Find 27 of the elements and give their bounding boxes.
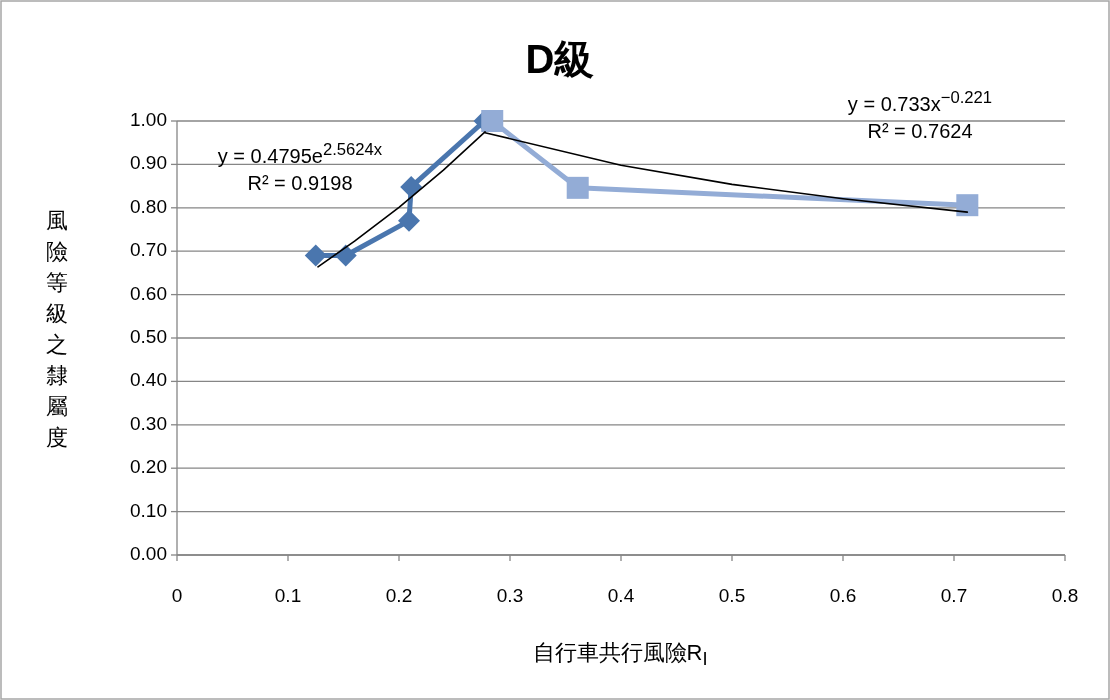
text: y = 0.733x$^{−0.221}$ bbox=[847, 88, 993, 116]
x-axis-title: 自行車共行風險R$_{I}$ bbox=[532, 639, 708, 671]
y-tick-label: 1.00 bbox=[130, 109, 167, 131]
annotation: y = 0.4795e$^{2.5624x}$ bbox=[217, 140, 383, 168]
x-tick-label: 0.7 bbox=[940, 585, 968, 607]
y-tick-label: 0.50 bbox=[130, 326, 167, 348]
chart-title: D級 bbox=[525, 36, 595, 83]
y-tick-label: 0.90 bbox=[130, 152, 167, 175]
y-tick-label: 0.70 bbox=[130, 239, 167, 262]
y-tick-label: 0.10 bbox=[130, 499, 167, 522]
annotation: R² = 0.7624 bbox=[867, 120, 973, 143]
y-tick-label: 0.80 bbox=[130, 195, 167, 218]
annotation: R² = 0.9198 bbox=[247, 172, 353, 195]
x-tick-label: 0.6 bbox=[829, 585, 857, 607]
y-tick-label: 0.20 bbox=[130, 456, 167, 479]
x-tick-label: 0.8 bbox=[1051, 585, 1079, 607]
x-tick-label: 0.5 bbox=[718, 585, 746, 607]
x-tick-label: 0.4 bbox=[607, 585, 635, 607]
x-tick-label: 0.3 bbox=[496, 585, 524, 607]
y-tick-label: 0.40 bbox=[130, 369, 167, 392]
x-tick-label: 0 bbox=[171, 585, 183, 607]
y-tick-label: 0.30 bbox=[130, 412, 167, 435]
y-axis-title: 風險等級之隸屬度 bbox=[46, 207, 68, 452]
x-tick-label: 0.2 bbox=[385, 585, 413, 607]
y-tick-label: 0.00 bbox=[130, 543, 167, 565]
y-tick-label: 0.60 bbox=[130, 282, 167, 305]
x-tick-label: 0.1 bbox=[274, 585, 302, 607]
